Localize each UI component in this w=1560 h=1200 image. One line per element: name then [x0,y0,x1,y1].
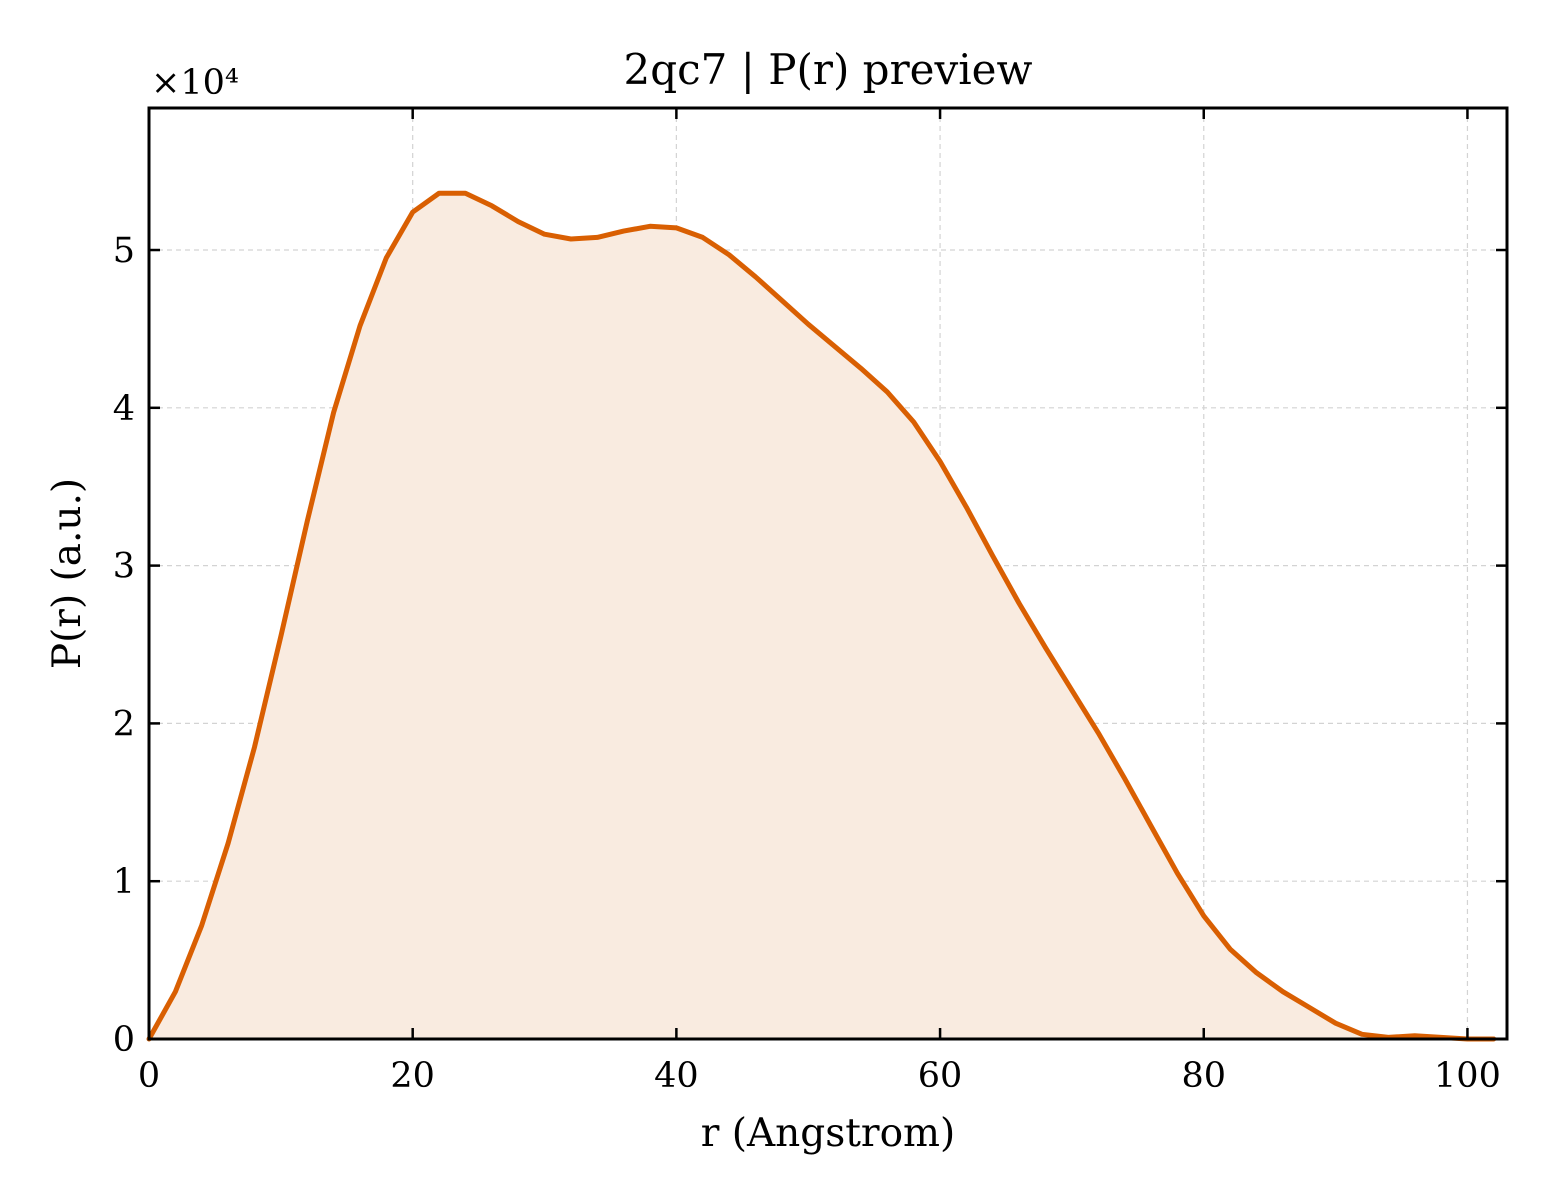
x-tick-label: 0 [138,1056,160,1096]
y-axis-multiplier: ×10⁴ [151,63,239,103]
x-tick-label: 100 [1434,1056,1501,1096]
area-fill-layer [149,193,1494,1039]
x-tick-labels: 0 20 40 60 80 100 [138,1056,1501,1096]
x-tick-label: 20 [390,1056,435,1096]
series-line [146,190,1497,1042]
y-tick-label: 0 [113,1020,135,1060]
x-tick-label: 80 [1181,1056,1226,1096]
y-tick-label: 4 [113,389,135,429]
ticks [147,108,1507,1041]
x-axis-label: r (Angstrom) [701,1111,956,1156]
chart-title: 2qc7 | P(r) preview [624,45,1033,94]
plot-frame [147,106,1509,1041]
y-tick-label: 2 [113,704,135,744]
y-tick-label: 3 [113,547,135,587]
series-area-fill [149,193,1494,1039]
series-line-layer [146,190,1497,1042]
y-axis-label: P(r) (a.u.) [45,478,90,669]
y-tick-label: 5 [113,231,135,271]
y-tick-label: 1 [113,862,135,902]
x-tick-label: 60 [918,1056,963,1096]
x-tick-label: 40 [654,1056,699,1096]
y-tick-labels: 0 1 2 3 4 5 [113,231,135,1060]
